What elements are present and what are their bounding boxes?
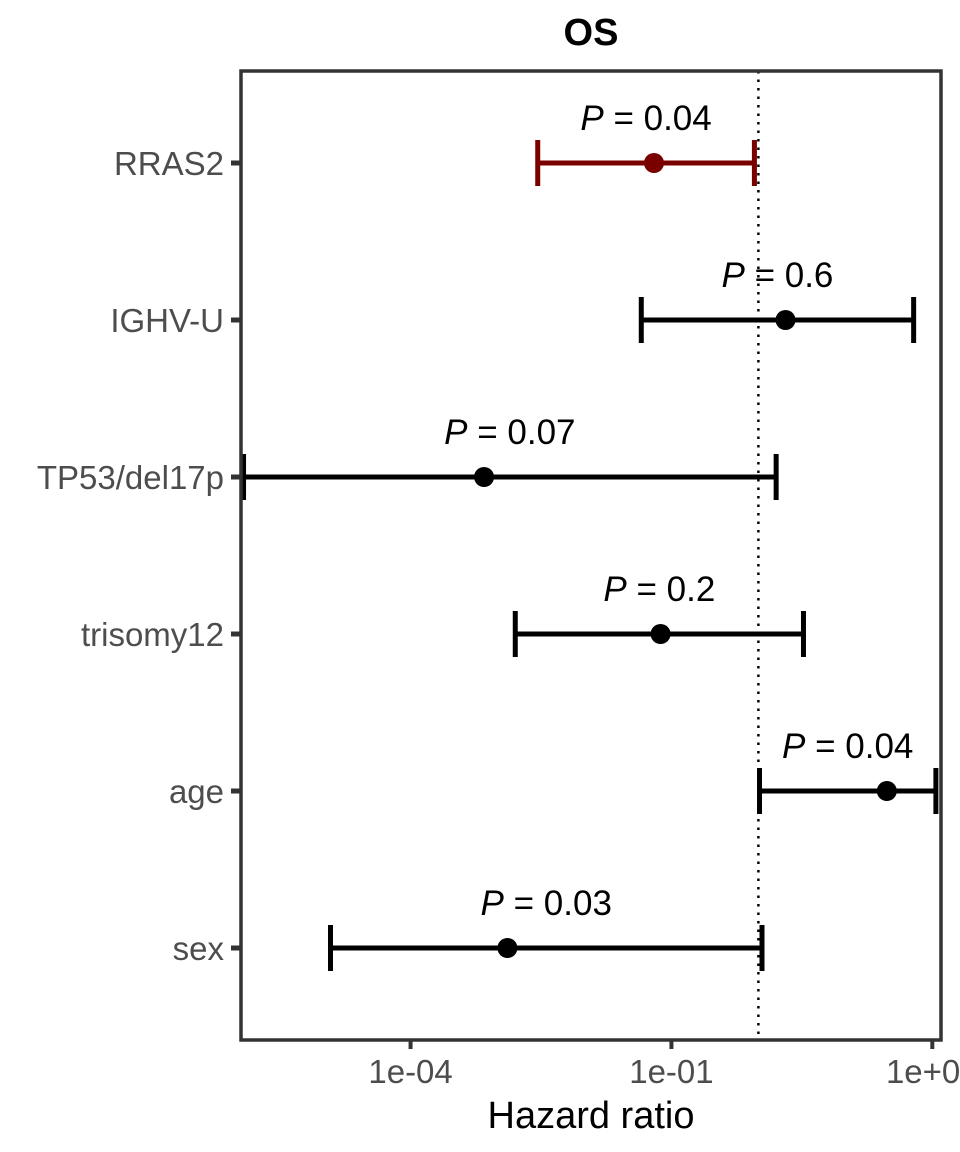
p-value-label: P = 0.03 — [481, 884, 612, 923]
x-axis-title: Hazard ratio — [488, 1095, 695, 1137]
hazard-ratio-point — [775, 310, 796, 330]
x-tick-label: 1e-01 — [629, 1053, 713, 1090]
chart-title: OS — [564, 12, 619, 54]
hazard-ratio-point — [876, 781, 897, 801]
p-value-label: P = 0.07 — [444, 413, 575, 452]
hazard-ratio-point — [650, 624, 671, 644]
plot-area: 1e-04 1e-01 1e+02 RRAS2 P = 0.04 IGHV-U P = 0.… — [37, 71, 960, 1090]
p-value-label: P = 0.04 — [782, 727, 913, 766]
x-tick-label: 1e-04 — [368, 1053, 452, 1090]
y-label-tp53-del17p: TP53/del17p — [37, 459, 224, 496]
x-tick-label: 1e+02 — [886, 1053, 960, 1090]
plot-panel-border — [239, 69, 943, 1042]
y-label-trisomy12: trisomy12 — [81, 616, 224, 653]
p-value-label: P = 0.04 — [580, 99, 711, 138]
y-label-age: age — [169, 773, 224, 810]
hazard-ratio-point — [497, 938, 518, 958]
hazard-ratio-point — [643, 153, 664, 173]
y-label-ighv-u: IGHV-U — [110, 302, 224, 339]
p-value-label: P = 0.6 — [722, 256, 834, 295]
p-value-label: P = 0.2 — [603, 570, 715, 609]
y-label-rras2: RRAS2 — [114, 145, 224, 182]
hazard-ratio-point — [474, 467, 495, 487]
y-label-sex: sex — [173, 930, 225, 967]
